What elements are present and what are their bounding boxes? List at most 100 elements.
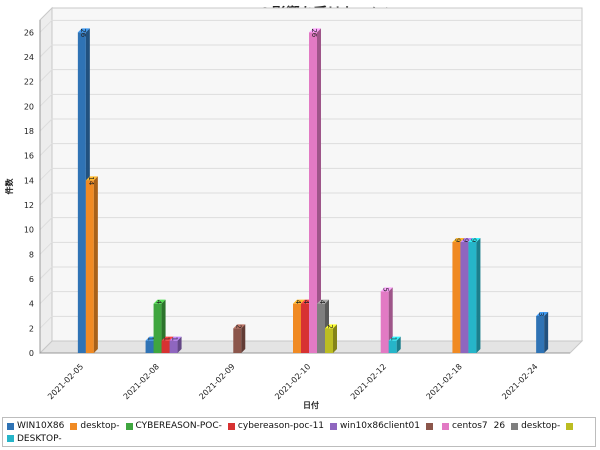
x-tick-label: 2021-02-08 bbox=[122, 362, 161, 401]
data-label: 4 bbox=[302, 300, 310, 305]
legend-swatch bbox=[566, 422, 574, 430]
legend-item: centos7 bbox=[441, 420, 488, 433]
x-tick-label: 2021-02-12 bbox=[349, 362, 388, 401]
bar bbox=[317, 303, 325, 353]
bar bbox=[388, 340, 397, 353]
bar bbox=[325, 328, 333, 353]
bar bbox=[309, 32, 317, 353]
gridline bbox=[39, 167, 582, 181]
legend-label: centos7 bbox=[451, 421, 488, 431]
data-label: 26 bbox=[79, 28, 87, 37]
data-label: 2 bbox=[234, 324, 242, 328]
bar bbox=[536, 316, 545, 353]
gridline bbox=[39, 93, 582, 107]
y-tick-label: 16 bbox=[24, 152, 34, 161]
legend-item: WIN10X86 bbox=[7, 420, 64, 433]
x-axis-title: 日付 bbox=[303, 400, 319, 410]
gridline bbox=[39, 192, 582, 206]
bar-side-face bbox=[544, 312, 549, 353]
legend-label: cybereason-poc-11 bbox=[237, 421, 325, 431]
bar bbox=[380, 291, 389, 353]
gridline bbox=[39, 19, 582, 33]
bar bbox=[161, 340, 170, 353]
y-tick-label: 22 bbox=[24, 78, 34, 87]
y-tick-label: 6 bbox=[29, 275, 34, 284]
y-tick-label: 18 bbox=[24, 127, 34, 136]
legend-label: desktop- bbox=[521, 421, 561, 431]
gridline bbox=[39, 69, 582, 83]
x-tick-label: 2021-02-18 bbox=[425, 362, 464, 401]
legend-swatch bbox=[227, 422, 235, 430]
data-label: 9 bbox=[453, 238, 461, 242]
legend-label: CYBEREASON-POC- bbox=[135, 421, 222, 431]
data-label: 1 bbox=[171, 337, 179, 341]
legend-label: WIN10X86 bbox=[17, 421, 65, 431]
data-label: 1 bbox=[147, 337, 155, 341]
bar-top-face bbox=[77, 28, 90, 33]
legend-label: DESKTOP- bbox=[17, 433, 62, 444]
bar-side-face bbox=[241, 324, 246, 353]
y-tick-label: 20 bbox=[24, 102, 34, 111]
bar-side-face bbox=[333, 324, 337, 353]
y-tick-label: 14 bbox=[24, 176, 34, 185]
bar-side-face bbox=[476, 238, 481, 353]
y-tick-label: 2 bbox=[29, 324, 34, 333]
x-tick-label: 2021-02-10 bbox=[273, 362, 312, 401]
data-label: 4 bbox=[294, 300, 302, 305]
bar bbox=[85, 180, 94, 353]
bar bbox=[233, 328, 242, 353]
chart-legend: WIN10X86 desktop- CYBEREASON-POC-cybereaso… bbox=[2, 417, 596, 447]
data-label: 14 bbox=[87, 176, 95, 185]
bar bbox=[468, 242, 477, 353]
legend-swatch bbox=[7, 422, 14, 430]
data-label: 9 bbox=[461, 238, 469, 242]
data-label: 5 bbox=[382, 287, 390, 291]
legend-swatch bbox=[425, 422, 433, 430]
y-tick-label: 8 bbox=[29, 250, 34, 259]
bar bbox=[460, 242, 469, 353]
bar bbox=[293, 303, 301, 353]
gridline bbox=[39, 217, 582, 231]
legend-swatch bbox=[70, 422, 78, 430]
y-axis-title: 件数 bbox=[4, 178, 14, 195]
data-label: 26 bbox=[310, 28, 318, 37]
legend-item: DESKTOP- bbox=[7, 433, 62, 446]
gridline bbox=[39, 143, 582, 157]
bar bbox=[77, 32, 86, 353]
bar-side-face bbox=[396, 336, 401, 353]
legend-item bbox=[425, 420, 436, 433]
bar bbox=[169, 340, 178, 353]
bar-side-face bbox=[177, 336, 182, 353]
gridline bbox=[39, 291, 582, 305]
gridline bbox=[39, 315, 582, 329]
legend-swatch bbox=[125, 422, 133, 430]
x-tick-label: 2021-02-05 bbox=[46, 362, 85, 401]
gridline bbox=[39, 266, 582, 280]
x-tick-label: 2021-02-24 bbox=[500, 362, 539, 401]
legend-swatch bbox=[511, 422, 519, 430]
legend-item: win10x86client01 bbox=[330, 420, 420, 433]
bar bbox=[153, 303, 162, 353]
y-tick-label: 12 bbox=[24, 201, 34, 210]
bar-side-face bbox=[93, 176, 98, 353]
bar-top-face bbox=[309, 28, 321, 33]
legend-item: desktop- bbox=[511, 420, 560, 433]
data-label: 1 bbox=[163, 337, 171, 341]
bar bbox=[452, 242, 461, 353]
legend-label: win10x86client01 bbox=[340, 421, 420, 431]
data-label: 9 bbox=[469, 238, 477, 242]
y-tick-label: 24 bbox=[24, 53, 34, 62]
gridline bbox=[39, 44, 582, 58]
y-tick-label: 26 bbox=[24, 28, 34, 37]
y-tick-label: 0 bbox=[29, 349, 34, 358]
data-label: 4 bbox=[155, 300, 163, 305]
bar bbox=[301, 303, 309, 353]
legend-item: desktop- bbox=[70, 420, 120, 433]
legend-label: desktop- bbox=[80, 421, 120, 431]
y-tick-label: 4 bbox=[29, 300, 34, 309]
legend-item: cybereason-poc-11 bbox=[227, 420, 325, 433]
bar-side-face bbox=[388, 287, 393, 353]
legend-item: CYBEREASON-POC- bbox=[125, 420, 222, 433]
data-label: 2 bbox=[326, 324, 334, 328]
